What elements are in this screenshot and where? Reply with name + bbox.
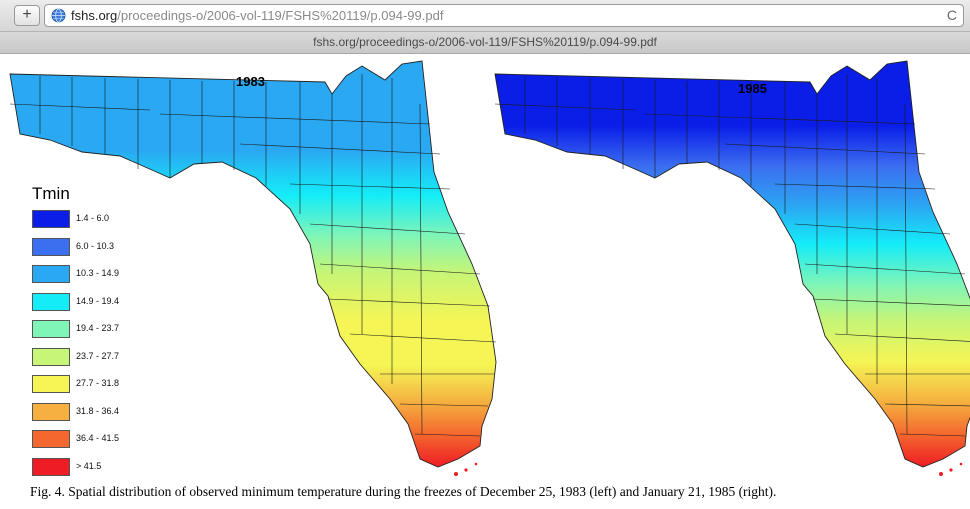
map-year-1983: 1983: [236, 74, 265, 89]
reload-icon[interactable]: C: [946, 7, 957, 23]
legend-item: 36.4 - 41.5: [32, 430, 119, 458]
legend-swatch: [32, 320, 70, 338]
legend-swatch: [32, 265, 70, 283]
legend-title: Tmin: [32, 184, 70, 203]
legend-label: 1.4 - 6.0: [76, 213, 110, 223]
legend-label: 23.7 - 27.7: [76, 350, 120, 361]
figure-caption: Fig. 4. Spatial distribution of observed…: [30, 484, 777, 499]
globe-icon: [51, 8, 66, 23]
legend-item: 31.8 - 36.4: [32, 402, 119, 431]
legend-swatch: [32, 237, 70, 256]
legend-label: > 41.5: [76, 460, 102, 471]
document-title: fshs.org/proceedings-o/2006-vol-119/FSHS…: [313, 35, 657, 49]
legend-item: 10.3 - 14.9: [32, 265, 119, 293]
legend-item: 23.7 - 27.7: [32, 347, 119, 376]
url-text[interactable]: fshs.org/proceedings-o/2006-vol-119/FSHS…: [71, 7, 443, 24]
legend-label: 14.9 - 19.4: [76, 295, 120, 306]
legend-swatch: [32, 375, 70, 393]
legend-label: 10.3 - 14.9: [76, 268, 120, 278]
legend-label: 31.8 - 36.4: [76, 405, 120, 416]
url-host: fshs.org: [71, 8, 118, 23]
county-lines-1985: [494, 74, 970, 437]
legend-label: 27.7 - 31.8: [76, 378, 120, 388]
legend-label: 36.4 - 41.5: [76, 433, 120, 443]
county-lines-1983: [9, 74, 497, 437]
legend-swatch: [32, 402, 70, 421]
document-title-bar: fshs.org/proceedings-o/2006-vol-119/FSHS…: [0, 32, 970, 54]
legend-item: 1.4 - 6.0: [32, 210, 109, 238]
legend-label: 6.0 - 10.3: [76, 240, 115, 251]
legend-swatch: [32, 430, 70, 448]
add-tab-button[interactable]: +: [14, 5, 40, 26]
map-1983: [9, 60, 497, 476]
browser-toolbar: + fshs.org/proceedings-o/2006-vol-119/FS…: [0, 0, 970, 32]
legend-swatch: [32, 347, 70, 366]
legend-item: 6.0 - 10.3: [32, 237, 114, 266]
legend-label: 19.4 - 23.7: [76, 323, 120, 333]
legend-swatch: [32, 210, 70, 228]
legend-item: 14.9 - 19.4: [32, 292, 119, 321]
legend-item: > 41.5: [32, 457, 101, 486]
url-path: /proceedings-o/2006-vol-119/FSHS%20119/p…: [117, 8, 444, 23]
legend-swatch: [32, 457, 70, 476]
pdf-content: 1983 1985: [0, 54, 970, 509]
legend-item: 19.4 - 23.7: [32, 320, 119, 348]
legend: Tmin 1.4 - 6.0 6.0 - 10.3 10.3 - 14.9 14.9 …: [32, 184, 119, 486]
legend-swatch: [32, 292, 70, 311]
address-bar[interactable]: fshs.org/proceedings-o/2006-vol-119/FSHS…: [44, 4, 964, 27]
map-year-1985: 1985: [738, 81, 767, 96]
maps-figure: [9, 60, 970, 476]
legend-item: 27.7 - 31.8: [32, 375, 119, 403]
map-1985: [494, 60, 970, 476]
